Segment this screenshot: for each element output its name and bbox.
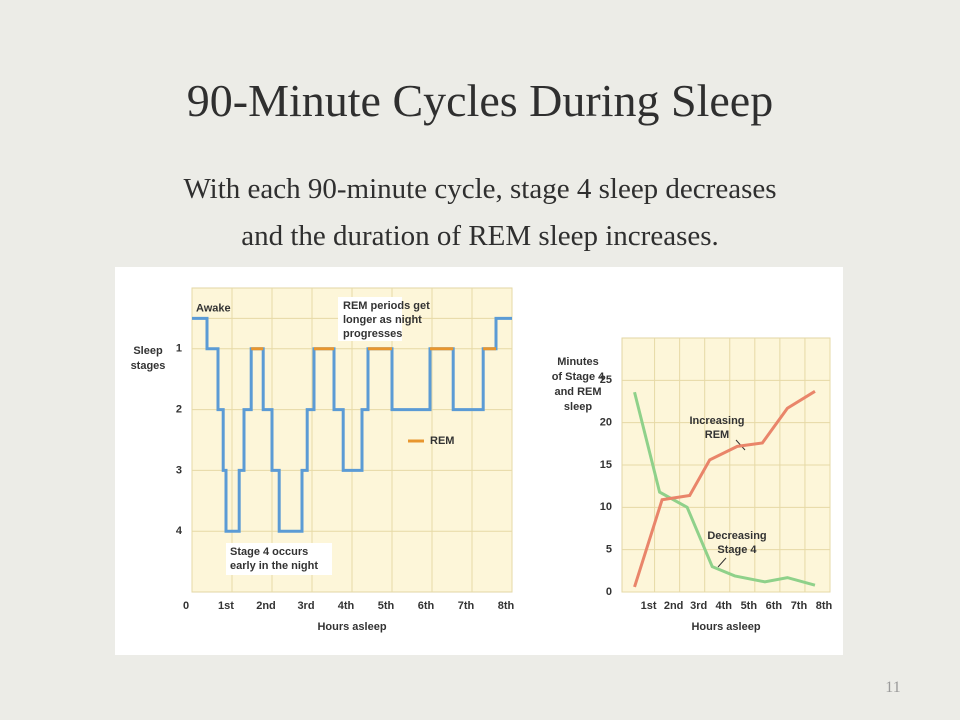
y-axis-label: sleep [564,401,592,413]
x-tick-label: 2nd [664,600,684,612]
x-tick-label: 4th [716,600,733,612]
y-tick-label: 0 [606,586,612,598]
y-tick-label: 5 [606,544,612,556]
x-axis-label: Hours asleep [691,621,760,633]
y-tick-label: 20 [600,417,612,429]
x-tick-label: 7th [458,600,475,612]
subtitle-line: and the duration of REM sleep increases. [241,220,719,252]
x-tick-label: 2nd [256,600,276,612]
x-tick-label: 8th [498,600,515,612]
x-tick-label: 1st [218,600,234,612]
x-tick-label: 4th [338,600,355,612]
annotation: Increasing [689,415,744,427]
y-tick-label: 3 [176,464,182,476]
x-axis-label: Hours asleep [317,621,386,633]
x-tick-label: 3rd [690,600,707,612]
y-tick-label: 2 [176,404,182,416]
y-tick-label: 25 [600,374,612,386]
x-tick-label: 5th [378,600,395,612]
annotation: longer as night [343,314,422,326]
annotation: REM [705,429,729,441]
data-line [633,391,816,587]
y-axis-label: Minutes [557,356,599,368]
y-tick-label: 4 [176,525,183,537]
x-tick-label: 3rd [297,600,314,612]
annotation: early in the night [230,560,318,572]
y-axis-label: of Stage 4 [552,371,605,383]
y-axis-label: Sleep [133,345,163,357]
x-tick-label: 7th [791,600,808,612]
data-line [633,390,816,588]
page-number: 11 [885,679,900,696]
y-axis-label: stages [131,360,166,372]
x-tick-label: 8th [816,600,833,612]
y-tick-label: 1 [176,343,182,355]
y-tick-label: 10 [600,501,612,513]
leader-line [717,557,727,568]
data-line [192,316,512,533]
slide-title: 90-Minute Cycles During Sleep [187,75,773,126]
subtitle-line: With each 90-minute cycle, stage 4 sleep… [183,173,776,205]
x-tick-label: 6th [766,600,783,612]
x-tick-label: 0 [183,600,189,612]
annotation: progresses [343,328,402,340]
legend-label: REM [430,435,454,447]
annotation: Stage 4 [717,544,757,556]
x-tick-label: 1st [641,600,657,612]
annotation: Stage 4 occurs [230,546,308,558]
annotation-box [226,543,332,575]
annotation: Decreasing [707,530,766,542]
y-tick-label: Awake [196,302,231,314]
x-tick-label: 6th [418,600,435,612]
annotation: REM periods get [343,300,430,312]
annotation-box [338,297,402,341]
y-axis-label: and REM [554,386,601,398]
y-tick-label: 15 [600,459,612,471]
x-tick-label: 5th [741,600,758,612]
